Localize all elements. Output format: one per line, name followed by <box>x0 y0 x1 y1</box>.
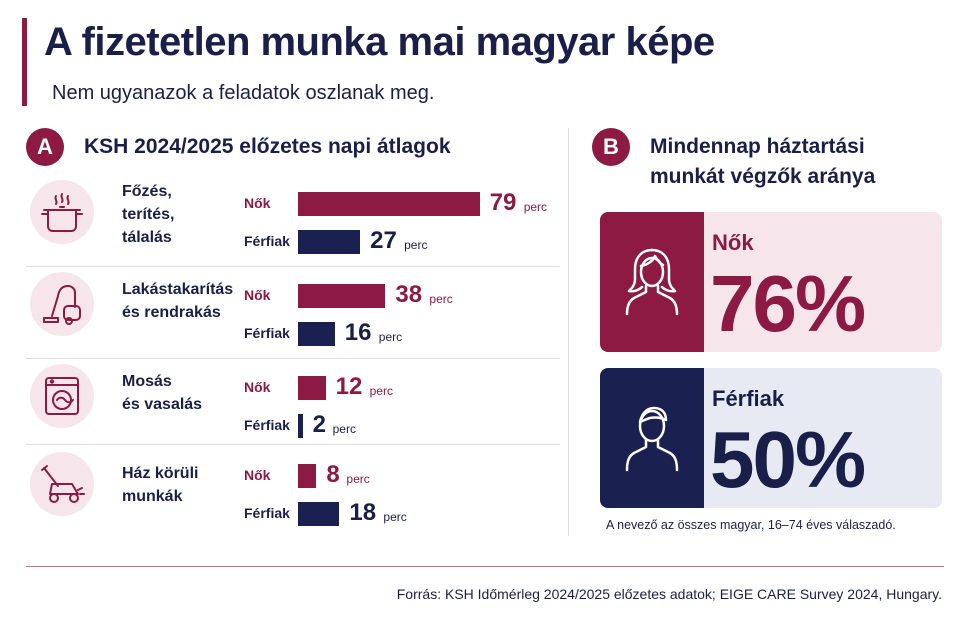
category-label: Főzés, terítés, tálalás <box>122 180 174 249</box>
value-label: 38 <box>395 281 423 308</box>
series-label: Férfiak <box>244 325 290 341</box>
man-icon <box>625 406 679 472</box>
female-share-value: 76% <box>710 259 866 348</box>
value-label: 16 <box>344 319 372 346</box>
unit-label: perc <box>429 292 453 306</box>
female-card-side <box>600 212 704 352</box>
series-label: Férfiak <box>244 505 290 521</box>
value-label: 8 <box>326 461 340 488</box>
category-row-cooking: Főzés, terítés, tálalás Nők 79 perc Férfiak 27 p… <box>26 176 560 260</box>
category-label: Ház körüli munkák <box>122 462 198 508</box>
male-card-label: Férfiak <box>712 386 785 411</box>
row-separator <box>26 266 560 267</box>
icon-bg <box>30 452 94 516</box>
row-separator <box>26 358 560 359</box>
male-share-value: 50% <box>710 415 866 504</box>
series-label: Nők <box>244 467 271 483</box>
series-label: Nők <box>244 287 271 303</box>
series-label: Nők <box>244 195 271 211</box>
category-label: Lakástakarítás és rendrakás <box>122 278 233 324</box>
unit-label: perc <box>346 472 370 486</box>
section-b-badge: B <box>592 128 630 166</box>
lawn-mower-icon <box>41 465 85 503</box>
male-bar <box>298 230 361 254</box>
category-label-line: terítés, <box>122 206 175 223</box>
section-a-badge: A <box>26 128 64 166</box>
unit-label: perc <box>523 200 548 214</box>
category-label-line: munkák <box>122 488 183 505</box>
unit-label: perc <box>378 330 403 344</box>
category-label-line: Lakástakarítás <box>122 281 234 298</box>
male-bar <box>298 414 303 438</box>
female-bar <box>298 376 326 400</box>
value-label: 18 <box>349 499 377 526</box>
category-label: Mosás és vasalás <box>122 370 202 416</box>
washing-machine-icon <box>45 377 79 415</box>
denominator-note: A nevező az összes magyar, 16–74 éves vá… <box>606 518 896 532</box>
title-accent-bar <box>22 18 27 106</box>
unit-label: perc <box>369 384 393 398</box>
female-bar <box>298 464 317 488</box>
value-label: 79 <box>489 189 517 216</box>
category-label-line: és rendrakás <box>122 304 221 321</box>
category-label-line: Főzés, <box>122 183 172 200</box>
series-label: Férfiak <box>244 417 290 433</box>
vacuum-cleaner-icon <box>43 285 81 325</box>
unit-label: perc <box>332 422 356 436</box>
icon-bg <box>30 364 94 428</box>
section-a-title: KSH 2024/2025 előzetes napi átlagok <box>84 135 451 158</box>
category-label-line: Ház körüli <box>122 465 199 482</box>
column-divider <box>568 128 569 536</box>
female-bar <box>298 192 480 216</box>
value-label: 12 <box>335 373 363 400</box>
row-separator <box>26 444 560 445</box>
category-label-line: és vasalás <box>122 396 203 413</box>
female-bar <box>298 284 386 308</box>
category-row-outdoor: Ház körüli munkák Nők 8 perc Férfiak 18 perc <box>26 448 560 532</box>
series-label: Nők <box>244 379 271 395</box>
section-b-title-line2: munkát végzők aránya <box>650 165 876 188</box>
page-subtitle: Nem ugyanazok a feladatok oszlanak meg. <box>52 82 435 104</box>
value-label: 2 <box>312 411 326 438</box>
icon-bg <box>30 180 94 244</box>
category-label-line: tálalás <box>122 229 172 246</box>
male-card-side <box>600 368 704 508</box>
section-b-title-line1: Mindennap háztartási <box>650 135 865 158</box>
page-title: A fizetetlen munka mai magyar képe <box>44 20 715 64</box>
series-label: Férfiak <box>244 233 290 249</box>
source-note: Forrás: KSH Időmérleg 2024/2025 előzetes… <box>396 586 942 602</box>
section-b-title: Mindennap háztartási munkát végzők arány… <box>650 132 875 192</box>
male-bar <box>298 502 340 526</box>
female-card-label: Nők <box>712 230 754 255</box>
female-share-card: Nők 76% <box>600 212 942 352</box>
woman-icon <box>625 248 679 316</box>
male-share-card: Férfiak 50% <box>600 368 942 508</box>
category-row-cleaning: Lakástakarítás és rendrakás Nők 38 perc Férfi… <box>26 268 560 352</box>
category-label-line: Mosás <box>122 373 172 390</box>
value-label: 27 <box>370 227 397 254</box>
male-bar <box>298 322 335 346</box>
footer-divider <box>26 566 944 567</box>
unit-label: perc <box>383 510 407 524</box>
unit-label: perc <box>404 238 428 252</box>
cooking-pot-icon <box>41 193 83 232</box>
icon-bg <box>30 272 94 336</box>
category-row-laundry: Mosás és vasalás Nők 12 perc Férfiak 2 perc <box>26 360 560 444</box>
